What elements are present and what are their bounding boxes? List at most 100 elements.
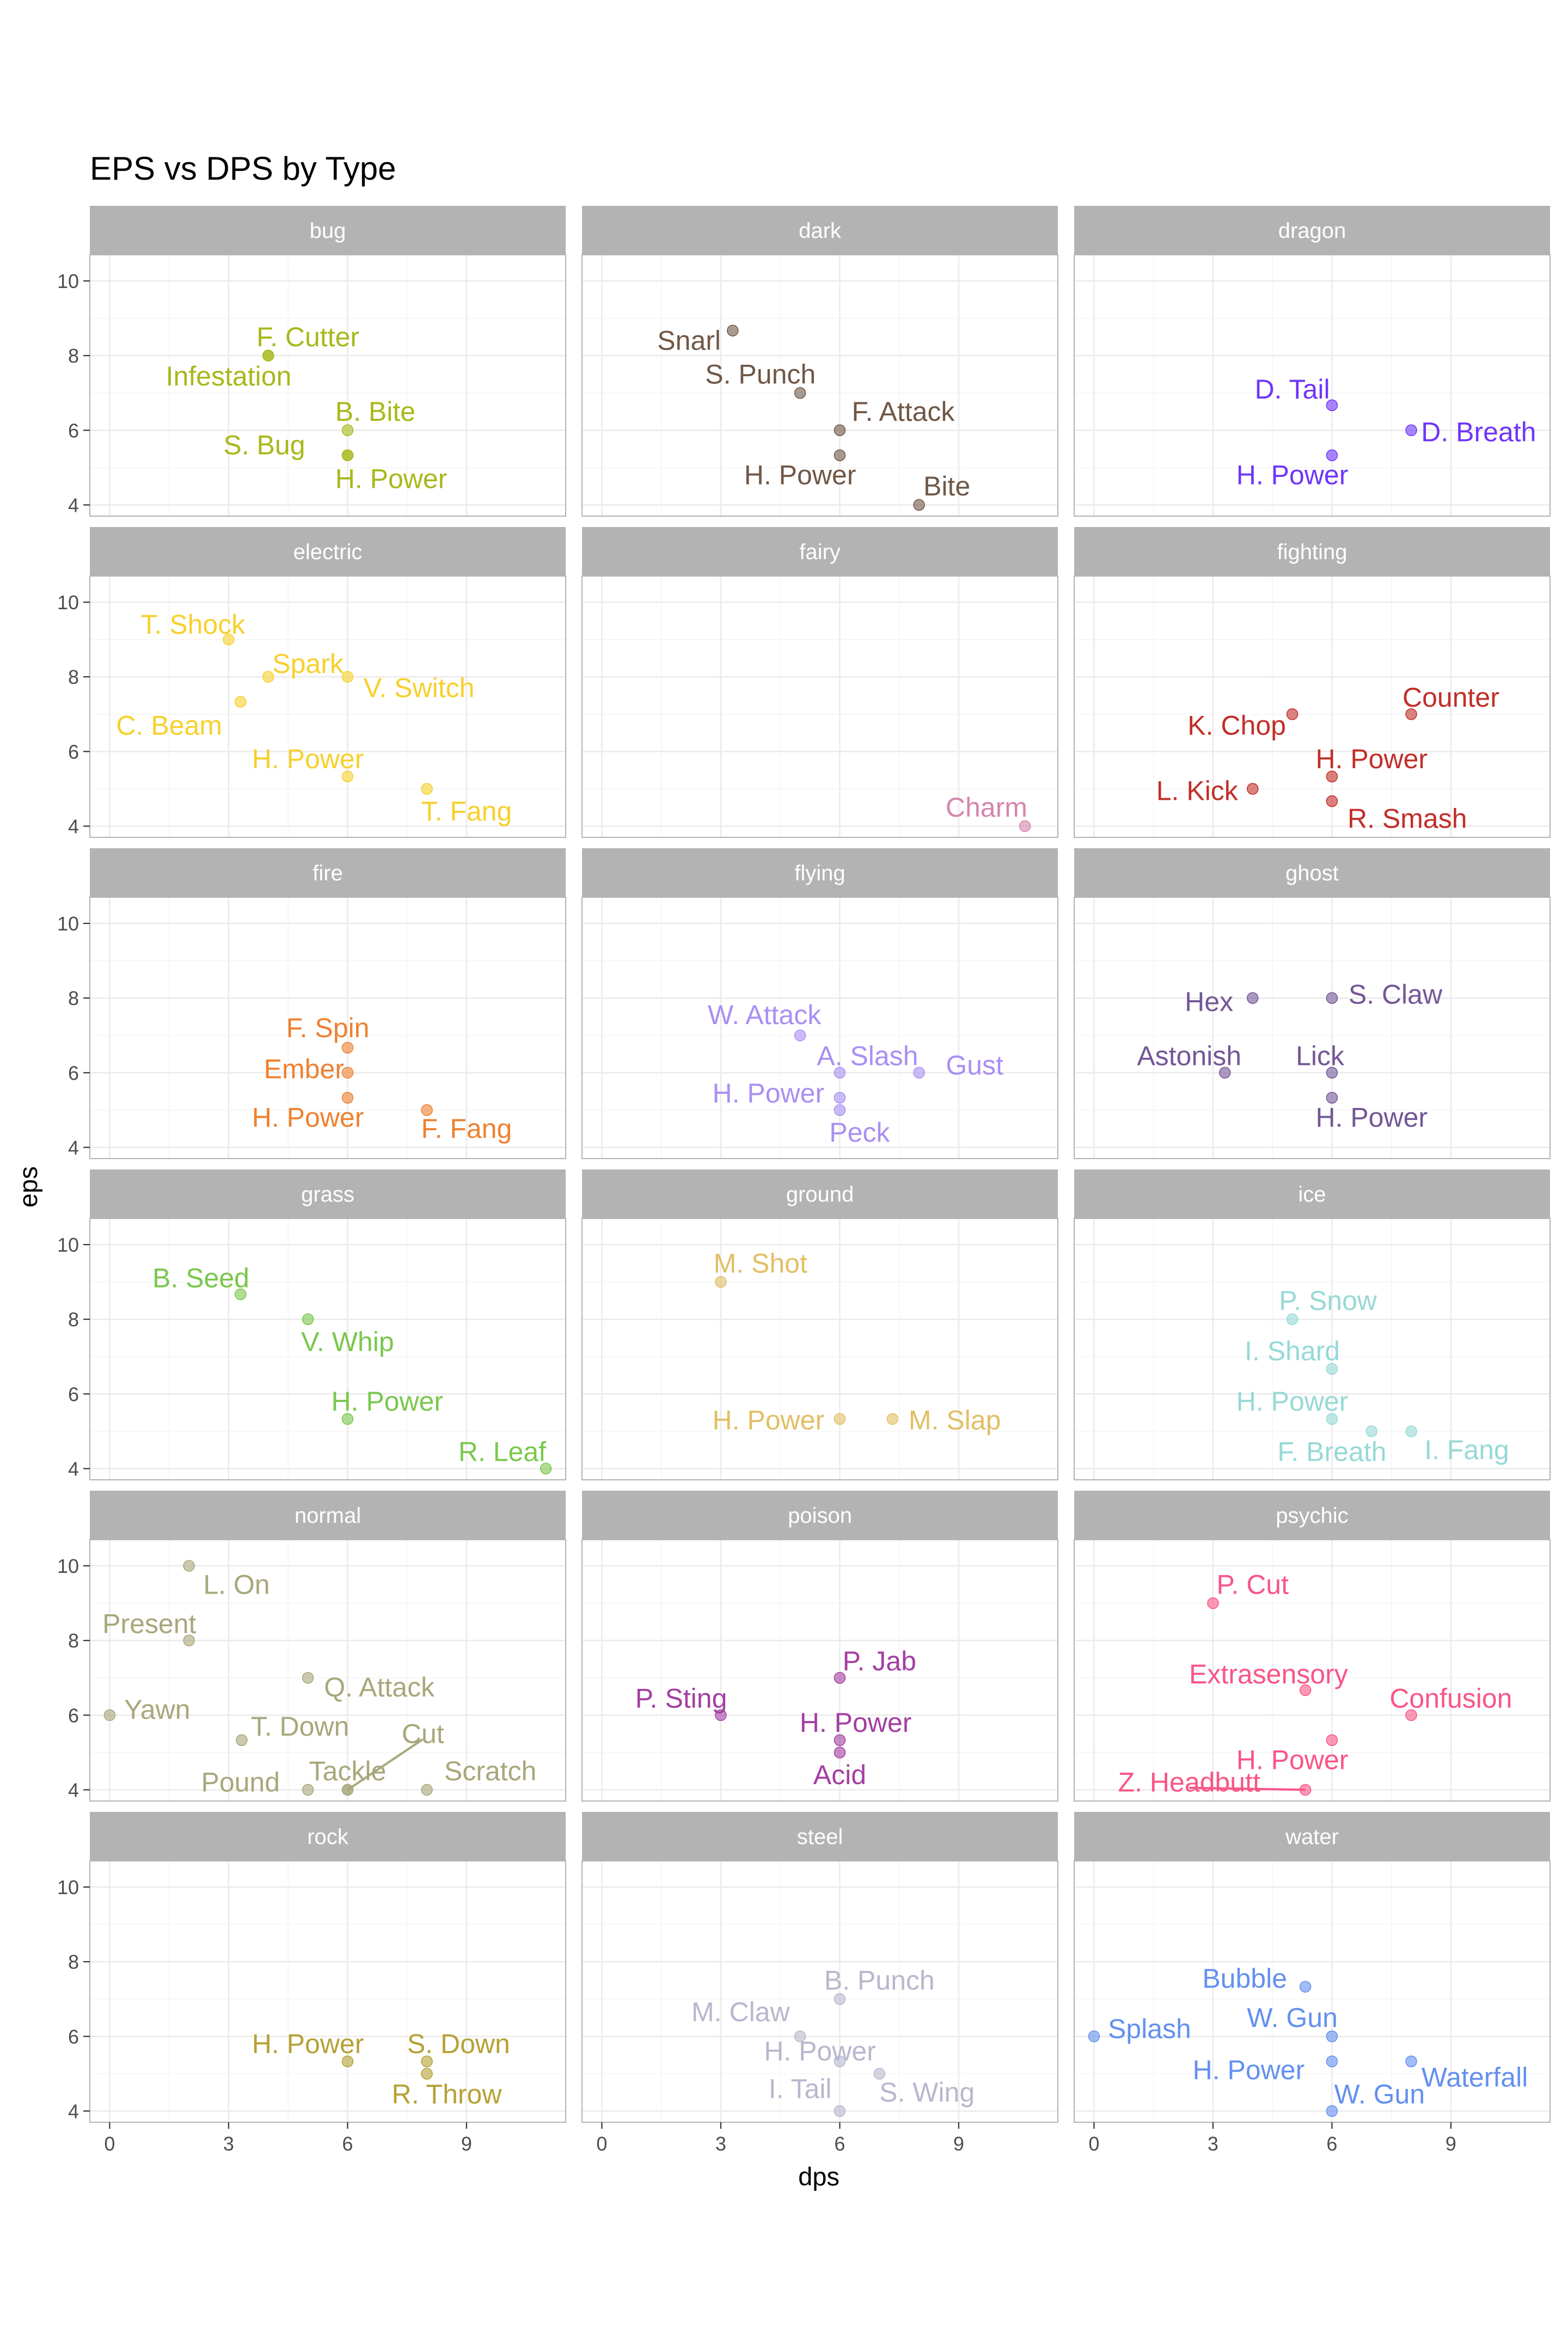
data-point (1405, 1709, 1417, 1722)
y-tick-label: 4 (68, 1457, 79, 1480)
panel-grid (1074, 255, 1550, 516)
point-label: H. Power (1236, 460, 1349, 491)
panel-border (89, 254, 566, 517)
point-label: Acid (813, 1760, 866, 1790)
data-point (183, 1560, 195, 1572)
panel-background (1074, 897, 1551, 1159)
point-label: S. Bug (223, 430, 305, 461)
facet-strip (1074, 1491, 1550, 1540)
point-label: I. Shard (1245, 1336, 1340, 1366)
data-point (421, 783, 433, 795)
facet-strip-label: electric (293, 540, 363, 564)
panel-border (581, 575, 1058, 838)
facet-strip-label: grass (301, 1183, 354, 1206)
data-point (1326, 399, 1338, 412)
point-label: H. Power (1315, 744, 1428, 774)
point-label: H. Power (800, 1707, 912, 1738)
data-point (1326, 1067, 1338, 1079)
facet-strip-label: water (1285, 1825, 1339, 1849)
x-tick-label: 9 (953, 2133, 964, 2155)
point-label: L. Kick (1156, 775, 1239, 806)
facet-fighting: fighting Counter K. Chop H. Power L. Kick R. … (1074, 527, 1551, 838)
point-label: P. Jab (843, 1646, 916, 1676)
data-point (1326, 449, 1338, 461)
chart-title: EPS vs DPS by Type (90, 150, 396, 187)
facet-strip-label: flying (794, 861, 845, 885)
facet-bug: bug F. Cutter Infestation B. Bite S. Bug H. P… (89, 206, 566, 517)
panel-grid (90, 255, 566, 516)
y-tick-label: 10 (57, 270, 79, 292)
data-point (223, 633, 235, 646)
point-label: Cut (402, 1719, 444, 1749)
point-label: H. Power (713, 1405, 825, 1435)
data-point (834, 1067, 846, 1079)
facet-strip-label: fighting (1277, 540, 1347, 564)
panel-border (89, 575, 566, 838)
facet-ice: ice P. Snow I. Shard H. Power F. Breath I. Fa… (1074, 1169, 1551, 1480)
facet-strip (90, 206, 566, 255)
y-tick-label: 4 (68, 1779, 79, 1801)
facet-ghost: ghost Hex S. Claw Astonish Lick H. Power (1074, 848, 1551, 1159)
facet-strip-label: ghost (1285, 861, 1339, 885)
facet-strip (582, 1169, 1058, 1218)
facet-strip-label: ice (1298, 1183, 1326, 1206)
data-point (302, 1313, 314, 1325)
panel-background (581, 1218, 1058, 1480)
facet-strip (1074, 527, 1550, 576)
data-point (236, 1734, 248, 1746)
x-tick-label: 3 (1208, 2133, 1218, 2155)
data-point (794, 387, 806, 399)
facet-strip-label: fairy (799, 540, 841, 564)
point-label: B. Punch (824, 1965, 935, 1995)
point-label: Extrasensory (1189, 1659, 1348, 1689)
panel-grid (582, 1218, 1058, 1480)
panel-grid (1074, 1218, 1550, 1480)
panel-border (581, 897, 1058, 1159)
x-axis-title: dps (798, 2162, 840, 2191)
data-point (834, 449, 846, 461)
point-label: F. Fang (421, 1113, 512, 1144)
point-label: Charm (946, 792, 1027, 823)
point-label: Spark (272, 648, 344, 679)
facet-strip (582, 848, 1058, 897)
data-point (873, 2068, 885, 2080)
y-tick-label: 6 (68, 1383, 79, 1405)
point-label: M. Claw (691, 1997, 790, 2028)
facet-strip (1074, 848, 1550, 897)
x-tick-label: 9 (461, 2133, 472, 2155)
facet-electric: electric T. Shock Spark V. Switch C. Beam H. … (89, 527, 566, 838)
y-tick-label: 8 (68, 666, 79, 688)
facet-strip (582, 206, 1058, 255)
data-point (1326, 795, 1338, 807)
facet-strip-label: ground (786, 1183, 854, 1206)
data-point (421, 2068, 433, 2080)
x-tick-label: 6 (1326, 2133, 1337, 2155)
facet-psychic: psychic P. Cut Extrasensory Confusion H. Pow… (1074, 1491, 1551, 1802)
panel-border (1074, 1860, 1551, 2123)
x-tick-label: 0 (596, 2133, 607, 2155)
panel-border (1074, 897, 1551, 1159)
panel-grid (1074, 576, 1550, 837)
data-point (235, 696, 247, 708)
data-point (1365, 1425, 1377, 1437)
data-point (341, 671, 354, 683)
x-tick-label: 6 (342, 2133, 353, 2155)
point-label: Z. Headbutt (1118, 1767, 1260, 1798)
x-tick-label: 9 (1445, 2133, 1456, 2155)
point-label: C. Beam (116, 710, 222, 740)
data-point (1326, 1413, 1338, 1425)
data-point (1299, 1784, 1312, 1796)
data-point (794, 2030, 806, 2043)
point-label: F. Cutter (256, 322, 359, 352)
panel-border (581, 1860, 1058, 2123)
point-label: Hex (1185, 987, 1233, 1017)
data-point (834, 2105, 846, 2117)
panel-border (89, 897, 566, 1159)
facet-strip (90, 848, 566, 897)
data-point (715, 1709, 727, 1722)
point-label: D. Tail (1255, 374, 1330, 405)
point-label: H. Power (1236, 1386, 1349, 1417)
point-label: H. Power (252, 2029, 364, 2059)
